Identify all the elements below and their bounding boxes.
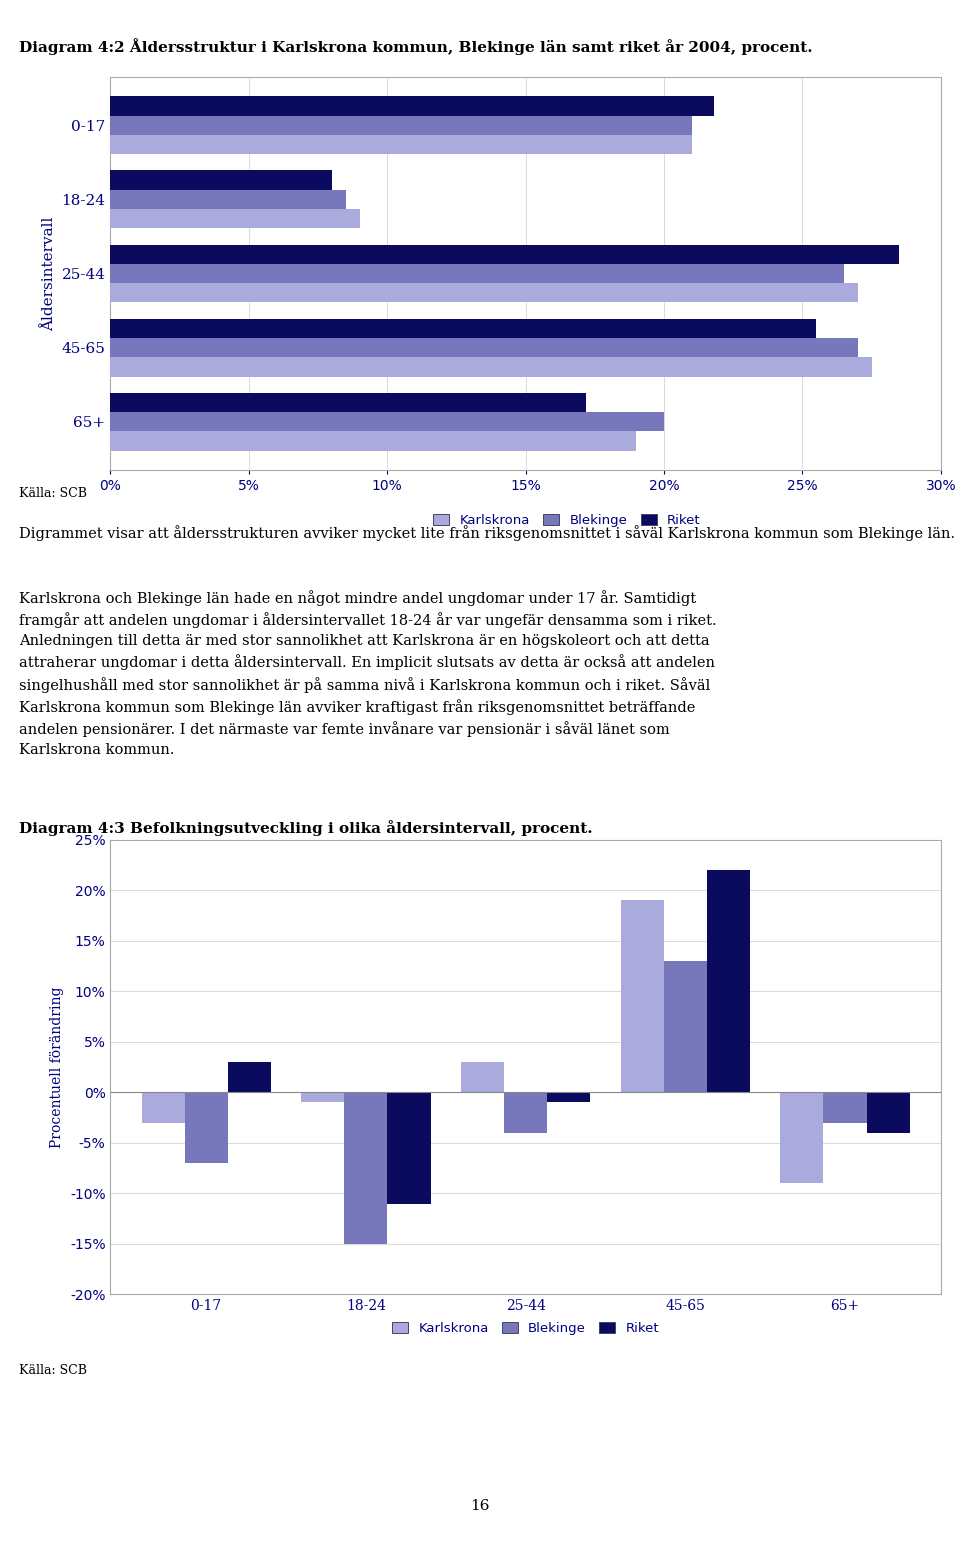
Bar	[110, 97, 714, 116]
Bar	[110, 411, 664, 431]
Bar	[184, 1093, 228, 1163]
Bar	[867, 1093, 910, 1133]
Bar	[110, 136, 691, 154]
Y-axis label: Åldersintervall: Åldersintervall	[42, 216, 56, 331]
Bar	[620, 900, 663, 1093]
Bar	[110, 337, 858, 358]
Bar	[110, 284, 858, 302]
Bar	[110, 171, 332, 190]
Bar	[707, 871, 750, 1093]
Bar	[110, 116, 691, 136]
Bar	[663, 962, 707, 1093]
Text: Karlskrona och Blekinge län hade en något mindre andel ungdomar under 17 år. Sam: Karlskrona och Blekinge län hade en någo…	[19, 590, 717, 757]
Bar	[228, 1062, 271, 1093]
Text: Källa: SCB: Källa: SCB	[19, 1364, 87, 1376]
Text: 16: 16	[470, 1499, 490, 1513]
Bar	[780, 1093, 824, 1183]
Bar	[110, 319, 816, 337]
Bar	[301, 1093, 345, 1102]
Bar	[461, 1062, 504, 1093]
Bar	[110, 210, 359, 228]
Text: Diagram 4:3 Befolkningsutveckling i olika åldersintervall, procent.: Diagram 4:3 Befolkningsutveckling i olik…	[19, 820, 593, 835]
Bar	[110, 358, 872, 376]
Bar	[110, 245, 900, 264]
Text: Diagram 4:2 Åldersstruktur i Karlskrona kommun, Blekinge län samt riket år 2004,: Diagram 4:2 Åldersstruktur i Karlskrona …	[19, 39, 813, 55]
Legend: Karlskrona, Blekinge, Riket: Karlskrona, Blekinge, Riket	[428, 509, 707, 532]
Bar	[504, 1093, 547, 1133]
Bar	[547, 1093, 590, 1102]
Bar	[110, 190, 346, 210]
Bar	[110, 431, 636, 450]
Legend: Karlskrona, Blekinge, Riket: Karlskrona, Blekinge, Riket	[387, 1316, 664, 1341]
Bar	[388, 1093, 431, 1204]
Bar	[141, 1093, 184, 1123]
Bar	[345, 1093, 388, 1244]
Y-axis label: Procentuell förändring: Procentuell förändring	[50, 986, 64, 1148]
Bar	[110, 264, 844, 284]
Bar	[110, 393, 587, 411]
Text: Digrammet visar att åldersstrukturen avviker mycket lite från riksgenomsnittet i: Digrammet visar att åldersstrukturen avv…	[19, 525, 955, 541]
Text: Källa: SCB: Källa: SCB	[19, 487, 87, 499]
Bar	[824, 1093, 867, 1123]
